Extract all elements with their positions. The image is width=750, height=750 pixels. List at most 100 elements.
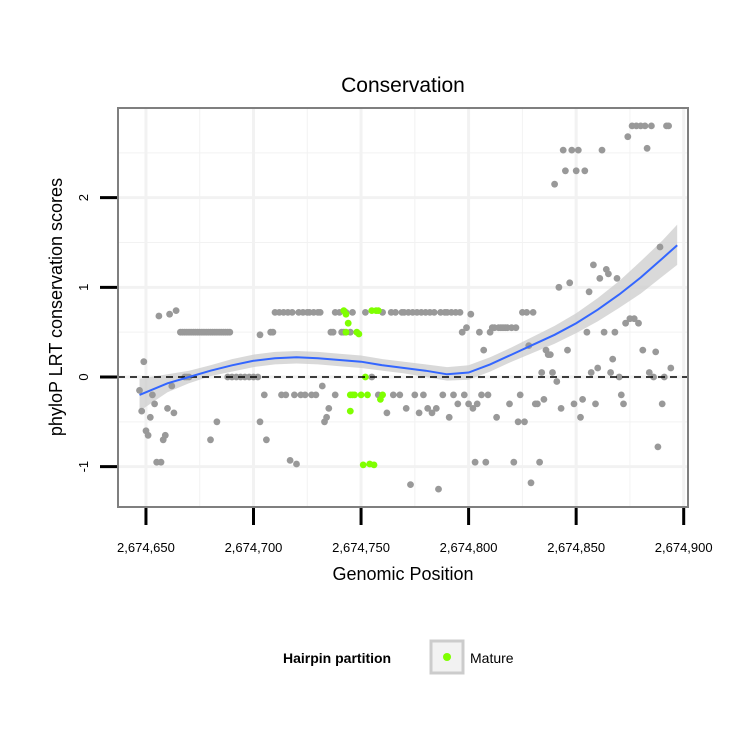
point-other bbox=[557, 405, 565, 412]
point-other bbox=[523, 309, 531, 316]
point-other bbox=[527, 479, 535, 487]
point-other bbox=[420, 391, 427, 399]
smooth-line-layer bbox=[139, 244, 678, 396]
x-tick-label: 2,674,850 bbox=[547, 540, 605, 555]
point-other bbox=[476, 328, 483, 336]
point-other bbox=[291, 391, 298, 399]
point-other bbox=[170, 409, 178, 417]
point-other bbox=[549, 369, 556, 376]
point-other bbox=[288, 309, 296, 316]
point-other bbox=[667, 364, 675, 372]
point-other bbox=[585, 288, 593, 296]
point-other bbox=[570, 400, 578, 408]
point-other bbox=[574, 146, 582, 154]
point-other bbox=[594, 364, 602, 372]
point-other bbox=[514, 418, 522, 426]
point-other bbox=[435, 485, 442, 493]
point-other bbox=[460, 391, 468, 399]
point-mature bbox=[346, 407, 354, 415]
x-axis-title: Genomic Position bbox=[332, 564, 473, 584]
point-mature bbox=[362, 373, 369, 381]
point-other bbox=[396, 391, 404, 399]
point-other bbox=[643, 144, 651, 152]
point-other bbox=[615, 373, 623, 381]
point-other bbox=[318, 382, 326, 390]
x-tick-label: 2,674,900 bbox=[655, 540, 713, 555]
point-other bbox=[140, 358, 148, 366]
point-other bbox=[510, 458, 518, 466]
point-other bbox=[402, 405, 410, 412]
point-other bbox=[546, 351, 554, 358]
point-other bbox=[566, 279, 574, 287]
point-other bbox=[151, 400, 159, 408]
point-other bbox=[450, 391, 457, 399]
grid-layer bbox=[118, 108, 688, 507]
point-other bbox=[316, 309, 324, 316]
point-other bbox=[645, 369, 653, 376]
point-other bbox=[521, 418, 528, 426]
point-other bbox=[512, 324, 520, 332]
point-other bbox=[579, 396, 586, 403]
point-other bbox=[207, 436, 214, 444]
point-other bbox=[138, 407, 146, 415]
point-other bbox=[652, 348, 660, 356]
point-other bbox=[592, 400, 599, 408]
point-other bbox=[471, 458, 479, 466]
point-other bbox=[428, 409, 436, 417]
point-other bbox=[168, 382, 176, 390]
point-other bbox=[293, 460, 300, 468]
point-other bbox=[282, 391, 290, 399]
point-other bbox=[226, 328, 234, 336]
point-other bbox=[538, 369, 546, 376]
point-other bbox=[407, 481, 414, 488]
point-other bbox=[630, 315, 638, 323]
point-mature bbox=[342, 328, 350, 336]
point-mature bbox=[359, 461, 367, 469]
point-other bbox=[463, 324, 470, 332]
point-other bbox=[415, 409, 423, 417]
legend-mature-dot bbox=[443, 653, 451, 661]
point-other bbox=[301, 391, 309, 399]
point-other bbox=[484, 391, 492, 399]
point-other bbox=[383, 409, 391, 417]
point-other bbox=[581, 167, 589, 175]
point-mature bbox=[351, 391, 358, 399]
point-other bbox=[596, 275, 604, 282]
point-other bbox=[458, 328, 466, 336]
legend-label-mature: Mature bbox=[470, 650, 514, 666]
point-other bbox=[456, 309, 464, 316]
point-other bbox=[329, 328, 337, 336]
y-tick-label: -1 bbox=[76, 461, 91, 473]
point-other bbox=[269, 328, 277, 336]
point-other bbox=[605, 270, 612, 278]
point-other bbox=[454, 400, 462, 408]
point-other bbox=[613, 275, 621, 282]
axis-layer: 2,674,650 2,674,700 2,674,750 2,674,800 2,67… bbox=[76, 194, 713, 555]
point-other bbox=[639, 346, 647, 354]
x-tick-label: 2,674,700 bbox=[225, 540, 283, 555]
point-other bbox=[572, 167, 580, 175]
point-other bbox=[312, 391, 320, 399]
point-other bbox=[157, 458, 165, 466]
y-tick-label: 1 bbox=[76, 284, 91, 291]
x-tick-label: 2,674,750 bbox=[332, 540, 390, 555]
point-other bbox=[392, 309, 399, 316]
chart-title: Conservation bbox=[341, 74, 465, 97]
point-mature bbox=[342, 310, 350, 318]
point-other bbox=[551, 180, 558, 188]
point-other bbox=[467, 310, 475, 318]
point-other bbox=[654, 443, 662, 451]
point-other bbox=[658, 400, 666, 408]
point-other bbox=[493, 413, 500, 421]
point-other bbox=[254, 373, 262, 381]
point-other bbox=[286, 457, 294, 464]
point-other bbox=[587, 369, 595, 376]
point-other bbox=[641, 122, 649, 130]
point-other bbox=[516, 391, 524, 399]
point-other bbox=[473, 400, 481, 408]
point-mature bbox=[370, 461, 378, 469]
point-other bbox=[656, 243, 664, 251]
point-other bbox=[611, 328, 619, 336]
point-other bbox=[598, 146, 606, 154]
